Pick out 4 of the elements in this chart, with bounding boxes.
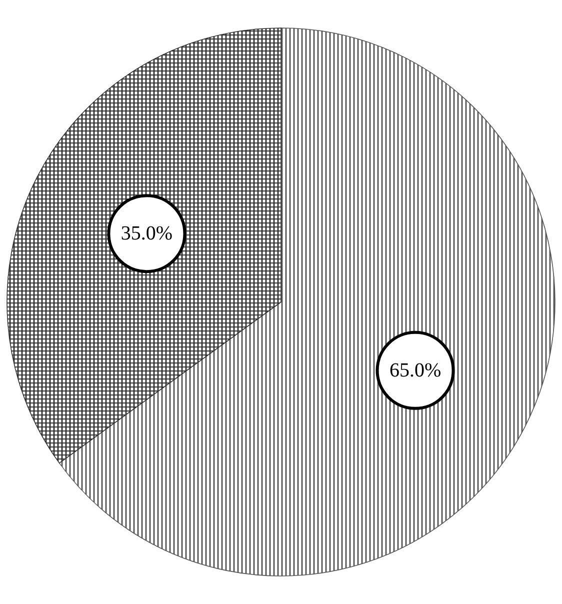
pie-slice <box>58 28 556 576</box>
data-label: 65.0% <box>389 359 442 382</box>
pie-slice <box>6 28 282 464</box>
data-label: 35.0% <box>120 222 173 245</box>
